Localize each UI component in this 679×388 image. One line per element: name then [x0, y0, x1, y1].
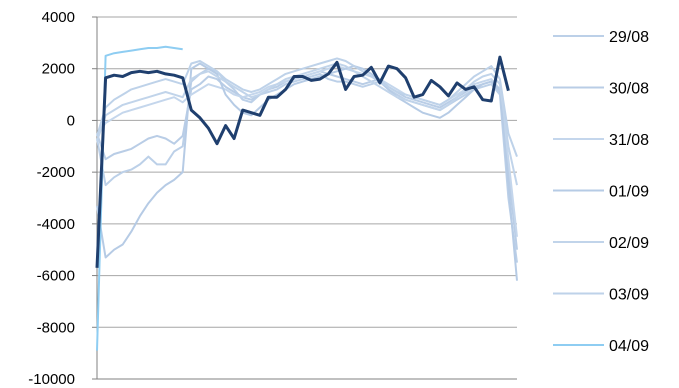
- y-tick-label: -2000: [37, 164, 75, 181]
- legend-label: 02/09: [609, 235, 649, 252]
- legend-item: 04/09: [553, 338, 649, 355]
- legend-item: 29/08: [553, 29, 649, 46]
- legend-label: 30/08: [609, 81, 649, 98]
- legend-item: 03/09: [553, 287, 649, 304]
- legend-label: 29/08: [609, 29, 649, 46]
- y-tick-label: 0: [67, 112, 75, 129]
- legend-label: 01/09: [609, 184, 649, 201]
- legend-label: 04/09: [609, 338, 649, 355]
- gridlines: [97, 16, 517, 328]
- series-line-02-09: [96, 62, 518, 186]
- legend-item: 31/08: [553, 132, 649, 149]
- series-line-05-09: [95, 55, 510, 268]
- y-tick-label: -10000: [28, 371, 75, 388]
- legend-label: 31/08: [609, 132, 649, 149]
- y-tick-label: -8000: [37, 319, 75, 336]
- legend-label: 03/09: [609, 287, 649, 304]
- series-line-29-08: [96, 67, 518, 263]
- y-tick-label: 4000: [42, 9, 75, 26]
- y-tick-label: 2000: [42, 61, 75, 78]
- legend-item: 01/09: [553, 184, 649, 201]
- series-line-03-09: [96, 57, 518, 157]
- y-tick-label: -4000: [37, 216, 75, 233]
- series-lines: [95, 45, 518, 351]
- y-tick-label: -6000: [37, 268, 75, 285]
- series-line-04-09: [96, 45, 183, 351]
- axes: 4000 2000 0 -2000 -4000 -6000 -8000 -10000: [28, 9, 517, 388]
- series-line-01-09: [96, 62, 518, 281]
- series-line-31-08: [96, 65, 518, 237]
- series-line-30-08: [96, 70, 518, 250]
- legend-item: 02/09: [553, 235, 649, 252]
- legend-item: 30/08: [553, 81, 649, 98]
